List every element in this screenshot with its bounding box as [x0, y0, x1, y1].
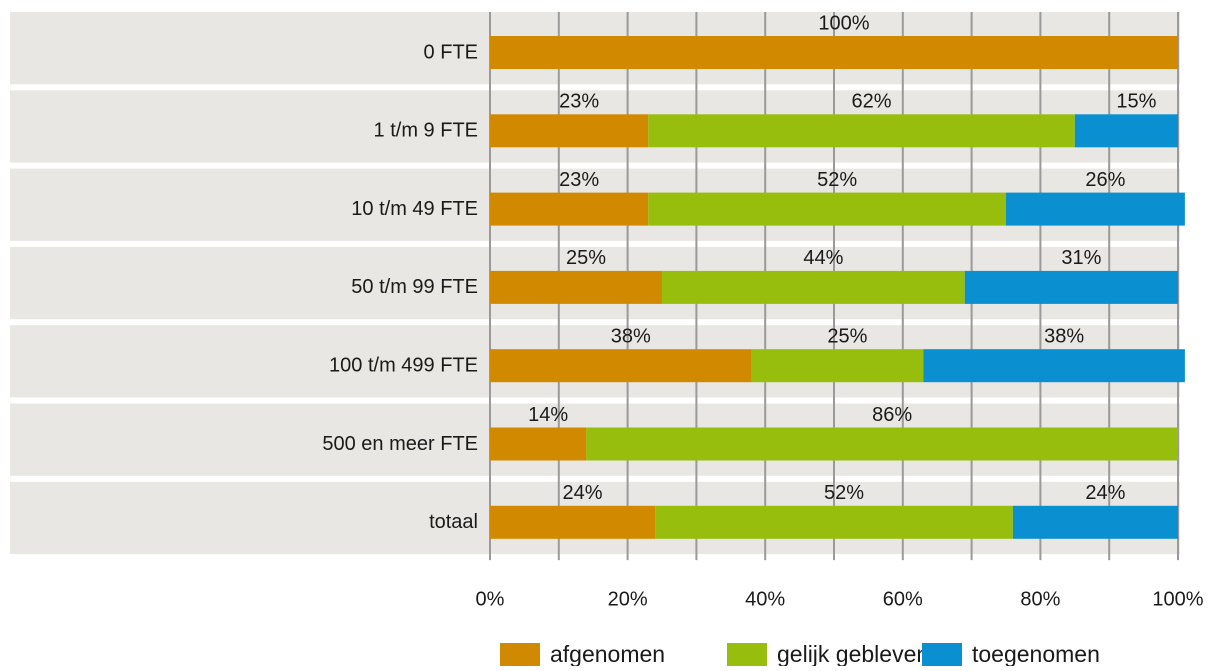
data-label: 38%	[611, 325, 651, 347]
bar-segment	[586, 427, 1178, 461]
legend-label: gelijk gebleven	[777, 641, 929, 666]
bar-segment	[655, 505, 1013, 539]
bar-segment	[490, 349, 752, 383]
data-label: 86%	[872, 404, 912, 426]
bar-segment	[1074, 114, 1178, 148]
bar-segment	[1006, 192, 1185, 226]
legend-label: afgenomen	[550, 641, 665, 666]
legend-swatch	[500, 643, 540, 667]
data-label: 24%	[1085, 482, 1125, 504]
y-tick-label: 100 t/m 499 FTE	[329, 354, 478, 376]
data-label: 62%	[852, 91, 892, 113]
bar-segment	[490, 505, 656, 539]
data-label: 31%	[1061, 247, 1101, 269]
legend-label: toegenomen	[972, 641, 1100, 666]
x-tick-label: 100%	[1152, 588, 1203, 610]
bar-segment	[490, 427, 587, 461]
bar-segment	[648, 114, 1075, 148]
x-tick-label: 20%	[608, 588, 648, 610]
bar-segment	[490, 270, 662, 304]
legend-swatch	[727, 643, 767, 667]
bar-segment	[751, 349, 924, 383]
data-label: 23%	[559, 169, 599, 191]
y-tick-label: 10 t/m 49 FTE	[351, 198, 478, 220]
data-label: 15%	[1116, 91, 1156, 113]
y-tick-label: 1 t/m 9 FTE	[374, 120, 478, 142]
bar-segment	[490, 36, 1178, 69]
data-label: 52%	[824, 482, 864, 504]
legend-swatch	[922, 643, 962, 667]
x-tick-label: 40%	[745, 588, 785, 610]
x-tick-label: 60%	[883, 588, 923, 610]
data-label: 26%	[1085, 169, 1125, 191]
bar-segment	[648, 192, 1006, 226]
y-tick-label: 0 FTE	[424, 41, 478, 63]
y-tick-label: totaal	[429, 511, 478, 533]
x-tick-label: 80%	[1020, 588, 1060, 610]
bar-segment	[490, 114, 649, 148]
bar-segment	[964, 270, 1178, 304]
bar-segment	[923, 349, 1185, 383]
data-label: 24%	[563, 482, 603, 504]
data-label: 23%	[559, 91, 599, 113]
data-label: 100%	[818, 12, 869, 34]
bar-segment	[662, 270, 965, 304]
x-tick-label: 0%	[476, 588, 505, 610]
y-tick-label: 50 t/m 99 FTE	[351, 276, 478, 298]
data-label: 14%	[528, 404, 568, 426]
data-label: 38%	[1044, 325, 1084, 347]
bar-segment	[490, 192, 649, 226]
data-label: 44%	[803, 247, 843, 269]
y-tick-label: 500 en meer FTE	[322, 433, 478, 455]
data-label: 52%	[817, 169, 857, 191]
data-label: 25%	[566, 247, 606, 269]
data-label: 25%	[827, 325, 867, 347]
bar-segment	[1012, 505, 1178, 539]
